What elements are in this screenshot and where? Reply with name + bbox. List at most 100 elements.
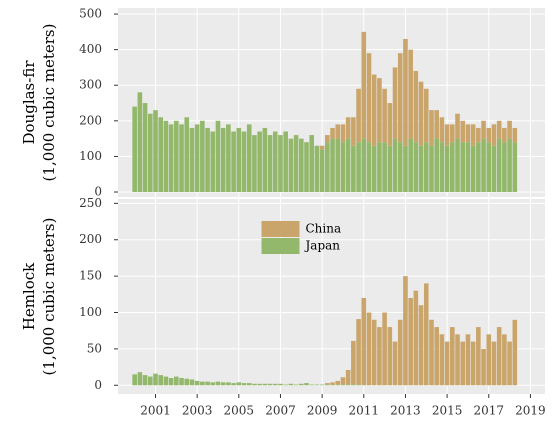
bar — [314, 384, 320, 386]
x-tick-label: 2011 — [349, 404, 380, 418]
bar — [418, 305, 424, 386]
bar — [366, 142, 372, 193]
bar — [205, 381, 210, 386]
bar — [455, 138, 460, 193]
bar — [158, 375, 163, 386]
bar — [491, 124, 497, 146]
bar — [335, 138, 341, 193]
bar — [502, 142, 507, 193]
bar — [481, 120, 486, 139]
bar — [293, 135, 299, 193]
bar — [340, 377, 346, 385]
bar — [142, 375, 148, 386]
y-axis-label: Hemlock — [20, 262, 38, 330]
y-tick-label: 100 — [79, 149, 102, 163]
bar — [236, 127, 242, 193]
bar — [496, 327, 502, 386]
bar — [163, 376, 169, 386]
bar — [455, 334, 460, 386]
x-tick-label: 2003 — [182, 404, 213, 418]
bar — [460, 142, 466, 193]
bar — [403, 276, 408, 386]
bar — [153, 373, 158, 386]
bar — [392, 341, 398, 386]
bar — [351, 117, 356, 146]
bar — [241, 131, 247, 193]
legend-swatch — [261, 221, 300, 237]
y-axis-label: Douglas-fir — [20, 60, 38, 145]
bar — [403, 145, 408, 193]
bar — [184, 378, 190, 386]
bar — [220, 127, 226, 193]
bar — [512, 127, 518, 143]
bar — [465, 142, 471, 193]
bar — [476, 127, 481, 143]
y-tick-label: 100 — [79, 305, 102, 319]
bar — [502, 334, 507, 386]
legend-swatch — [261, 238, 300, 254]
bar — [429, 319, 434, 386]
bar — [262, 127, 268, 193]
y-tick-label: 500 — [79, 7, 102, 21]
bar — [439, 142, 445, 193]
bar — [465, 124, 471, 143]
bar — [356, 319, 361, 385]
bar — [507, 341, 512, 386]
bar — [330, 384, 335, 386]
bar — [423, 88, 429, 143]
bar — [413, 290, 419, 386]
x-tick-label: 2007 — [265, 404, 296, 418]
bar — [340, 142, 346, 193]
bar — [371, 74, 377, 146]
bar — [340, 384, 346, 386]
bar — [257, 131, 262, 193]
bar — [262, 383, 268, 386]
bar — [450, 142, 455, 193]
bar — [179, 124, 184, 193]
bar — [194, 380, 200, 386]
bar — [444, 145, 450, 193]
bar — [189, 127, 195, 193]
bar — [345, 117, 351, 139]
bar — [257, 383, 262, 386]
bar — [210, 131, 216, 193]
bar — [325, 142, 330, 193]
bar — [142, 103, 148, 193]
bar — [288, 383, 294, 386]
bar — [366, 53, 372, 143]
bar — [361, 138, 367, 193]
bar — [288, 138, 294, 193]
bar — [377, 78, 382, 143]
bar — [304, 383, 309, 386]
bar — [200, 120, 205, 193]
bar — [408, 49, 413, 139]
bar — [356, 384, 361, 386]
bar — [184, 117, 190, 193]
bar — [486, 334, 492, 386]
bar — [434, 110, 439, 139]
bar — [481, 138, 486, 193]
bar — [205, 127, 210, 193]
legend-label: China — [306, 222, 342, 236]
bar — [351, 145, 356, 193]
bar — [382, 88, 387, 143]
bar — [460, 341, 466, 386]
bar — [377, 327, 382, 386]
bar — [220, 382, 226, 386]
bar — [153, 110, 158, 193]
bar — [325, 135, 330, 143]
bar — [309, 135, 315, 193]
y-tick-label: 0 — [94, 378, 102, 392]
y-tick-label: 150 — [79, 269, 102, 283]
bar — [319, 149, 325, 193]
bar — [283, 131, 288, 193]
bar — [231, 131, 236, 193]
bar — [293, 384, 299, 386]
bar — [158, 117, 163, 193]
bar — [330, 138, 335, 193]
bar — [397, 53, 403, 143]
bar — [335, 124, 341, 139]
bar — [434, 327, 439, 386]
bar — [132, 106, 137, 193]
bar — [476, 142, 481, 193]
